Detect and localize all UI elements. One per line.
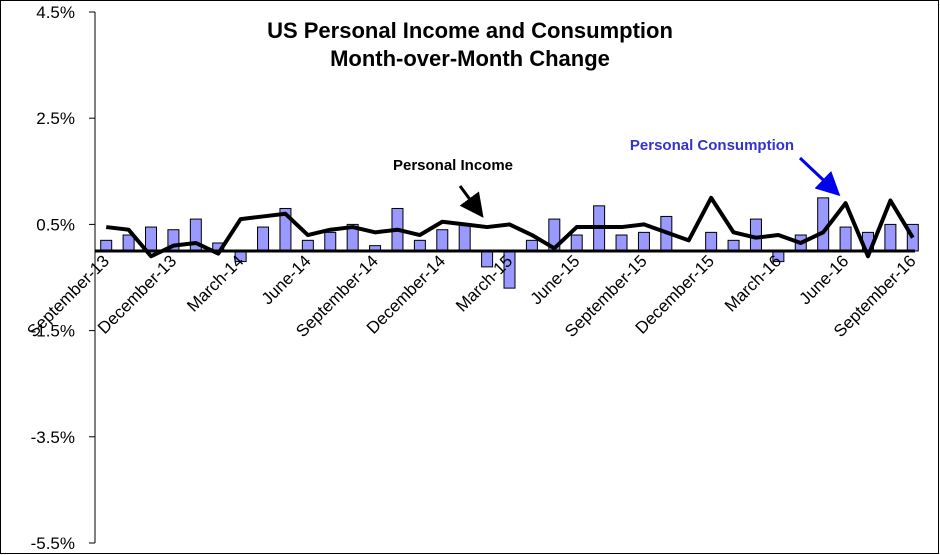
income-line <box>105 195 915 259</box>
income-arrow <box>458 185 484 218</box>
annotation: Personal Consumption <box>630 137 794 154</box>
bar <box>525 239 538 252</box>
bar <box>705 231 718 252</box>
bar <box>458 223 471 252</box>
bar <box>615 234 628 252</box>
bar <box>122 234 135 252</box>
bar <box>413 239 426 252</box>
bar <box>570 234 583 252</box>
y-tick-label: 4.5% <box>36 3 75 22</box>
bar <box>884 223 897 252</box>
bar <box>637 231 650 252</box>
bar <box>257 226 270 252</box>
bar <box>145 226 158 252</box>
y-tick-label: 2.5% <box>36 109 75 128</box>
annotation: Personal Income <box>393 157 513 174</box>
y-tick-label: -1.5% <box>31 322 75 341</box>
consumption-arrow <box>798 156 841 197</box>
bar <box>100 239 113 252</box>
bar <box>436 229 449 252</box>
bar <box>727 239 740 252</box>
bar <box>324 231 337 252</box>
y-tick-label: -3.5% <box>31 428 75 447</box>
bar <box>839 226 852 252</box>
chart-subtitle: Month-over-Month Change <box>330 46 610 71</box>
bar <box>301 239 314 252</box>
chart-title: US Personal Income and Consumption <box>267 18 673 43</box>
y-tick-label: 0.5% <box>36 215 75 234</box>
y-tick-label: -5.5% <box>31 534 75 553</box>
